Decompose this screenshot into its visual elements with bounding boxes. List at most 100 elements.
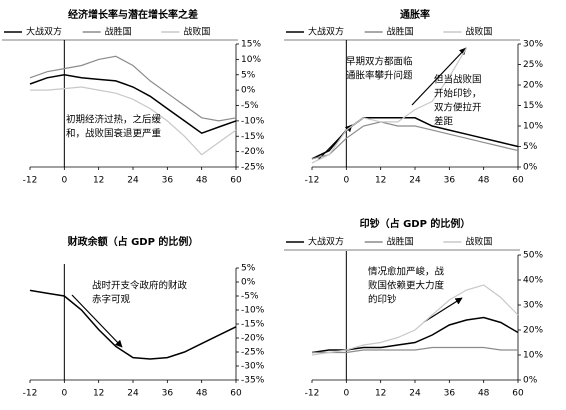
y-tick-label: -5% bbox=[241, 292, 259, 302]
y-tick-label: -25% bbox=[241, 163, 265, 173]
x-tick-label: 0 bbox=[343, 176, 349, 186]
y-tick-label: 15% bbox=[241, 40, 261, 50]
series-line bbox=[311, 316, 519, 354]
x-tick-label: 60 bbox=[230, 176, 242, 186]
y-tick-label: 15% bbox=[523, 101, 543, 111]
y-tick-label: -15% bbox=[241, 320, 265, 330]
x-tick-label: -12 bbox=[23, 176, 38, 186]
arrows bbox=[71, 47, 467, 348]
y-tick-label: 40% bbox=[523, 276, 543, 286]
legend-label: 战败国 bbox=[465, 237, 492, 248]
y-tick-label: 0% bbox=[523, 163, 538, 173]
x-tick-label: 60 bbox=[230, 389, 242, 399]
y-tick-label: -5% bbox=[241, 101, 259, 111]
x-tick-label: 48 bbox=[196, 176, 208, 186]
annotation: 双方便拉开 bbox=[434, 102, 482, 114]
y-tick-label: 10% bbox=[523, 122, 543, 132]
y-tick-label: -15% bbox=[241, 132, 265, 142]
x-tick-label: 24 bbox=[127, 176, 139, 186]
legend-label: 战胜国 bbox=[105, 27, 132, 38]
x-tick-label: 60 bbox=[512, 176, 524, 186]
x-tick-label: -12 bbox=[305, 389, 320, 399]
annotation: 的印钞 bbox=[368, 294, 397, 306]
x-tick-label: 0 bbox=[61, 176, 67, 186]
x-tick-label: 36 bbox=[162, 389, 174, 399]
series-line bbox=[30, 86, 237, 156]
chart-title: 印钞（占 GDP 的比例） bbox=[360, 217, 471, 230]
y-tick-label: 30% bbox=[523, 301, 543, 311]
x-tick-label: 48 bbox=[478, 389, 490, 399]
y-tick-label: 50% bbox=[523, 251, 543, 261]
x-tick-label: 36 bbox=[444, 389, 456, 399]
chart-title: 经济增长率与潜在增长率之差 bbox=[68, 8, 198, 21]
annotation: 通胀率攀升问题 bbox=[346, 70, 413, 82]
y-tick-label: 10% bbox=[523, 351, 543, 361]
annotation: 情况愈加严峻，战 bbox=[368, 266, 445, 278]
y-tick-label: -35% bbox=[241, 376, 265, 386]
annotation: 战时开支令政府的财政 bbox=[92, 280, 188, 292]
x-tick-label: 24 bbox=[409, 176, 421, 186]
x-tick-label: 12 bbox=[375, 176, 386, 186]
y-tick-label: -10% bbox=[241, 306, 265, 316]
y-tick-label: 25% bbox=[523, 60, 543, 70]
chart-title: 通胀率 bbox=[400, 8, 430, 21]
annotation: 开始印钞， bbox=[434, 88, 482, 100]
y-tick-label: -25% bbox=[241, 348, 265, 358]
arrow bbox=[423, 297, 463, 323]
legend-label: 大战双方 bbox=[26, 26, 62, 38]
y-tick-label: 5% bbox=[241, 70, 256, 80]
x-tick-label: 36 bbox=[444, 176, 456, 186]
legend-label: 战胜国 bbox=[387, 237, 414, 248]
series-line bbox=[311, 121, 519, 160]
annotation: 败国依赖更大力度 bbox=[368, 280, 445, 292]
x-tick-label: 12 bbox=[93, 176, 104, 186]
annotation: 初期经济过热，之后缓 bbox=[66, 114, 162, 126]
arrow bbox=[411, 47, 467, 106]
x-tick-label: -12 bbox=[305, 176, 320, 186]
annotation: 但当战败国 bbox=[434, 74, 482, 86]
annotation: 早期双方都面临 bbox=[346, 56, 413, 68]
y-tick-label: -30% bbox=[241, 362, 265, 372]
series-line bbox=[311, 117, 519, 160]
x-tick-label: 12 bbox=[375, 389, 386, 399]
arrow bbox=[71, 294, 123, 348]
y-tick-label: -20% bbox=[241, 334, 265, 344]
y-tick-label: 5% bbox=[523, 142, 538, 152]
x-tick-label: 24 bbox=[127, 389, 139, 399]
legend-label: 大战双方 bbox=[308, 236, 344, 248]
y-tick-label: 5% bbox=[241, 264, 256, 274]
x-tick-label: 0 bbox=[343, 389, 349, 399]
y-tick-label: 10% bbox=[241, 55, 261, 65]
y-tick-label: 30% bbox=[523, 40, 543, 50]
legend-label: 战败国 bbox=[183, 27, 210, 38]
x-tick-label: 12 bbox=[93, 389, 104, 399]
x-tick-label: 60 bbox=[512, 389, 524, 399]
series-line bbox=[311, 47, 468, 164]
x-tick-label: 48 bbox=[478, 176, 490, 186]
annotation: 赤字可观 bbox=[92, 294, 131, 306]
y-tick-label: 0% bbox=[241, 278, 256, 288]
y-tick-label: 0% bbox=[241, 86, 256, 96]
chart-title: 财政余额（占 GDP 的比例） bbox=[67, 235, 199, 248]
series-line bbox=[29, 289, 237, 360]
x-tick-label: 0 bbox=[61, 389, 67, 399]
x-tick-label: 36 bbox=[162, 176, 174, 186]
annotation: 差距 bbox=[434, 116, 454, 128]
annotation: 和，战败国衰退更严重 bbox=[66, 128, 162, 140]
y-tick-label: -20% bbox=[241, 147, 265, 157]
legend-label: 战败国 bbox=[465, 27, 492, 38]
series-line bbox=[312, 346, 518, 354]
y-tick-label: 20% bbox=[523, 326, 543, 336]
x-tick-label: 48 bbox=[196, 389, 208, 399]
x-tick-label: 24 bbox=[409, 389, 421, 399]
y-tick-label: 20% bbox=[523, 81, 543, 91]
legend-label: 战胜国 bbox=[387, 27, 414, 38]
y-tick-label: 0% bbox=[523, 376, 538, 386]
legend-label: 大战双方 bbox=[308, 26, 344, 38]
y-tick-label: -10% bbox=[241, 116, 265, 126]
x-tick-label: -12 bbox=[23, 389, 38, 399]
series-line bbox=[29, 74, 237, 135]
series-line bbox=[311, 284, 519, 356]
series-line bbox=[29, 55, 237, 122]
